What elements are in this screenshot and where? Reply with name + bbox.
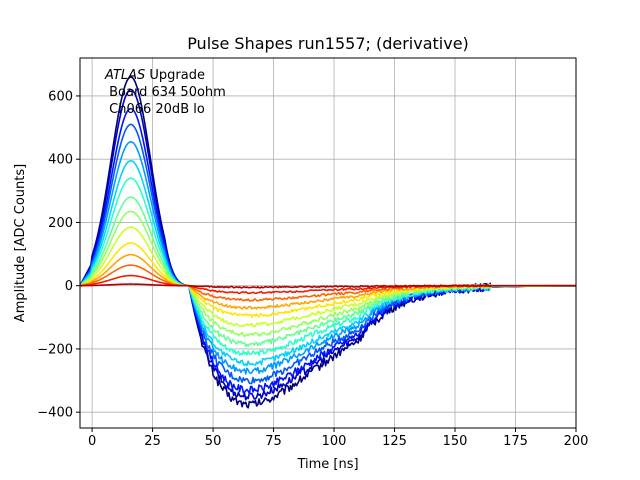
y-tick-label: 400 — [48, 153, 73, 168]
x-tick-label: 150 — [443, 434, 468, 449]
chart-title: Pulse Shapes run1557; (derivative) — [187, 34, 469, 53]
x-tick-label: 75 — [265, 434, 282, 449]
axis-ticks: 0 25 50 75 100 125 150 175 200 −400 −200 0 200 400 600 — [37, 89, 588, 449]
x-tick-label: 25 — [144, 434, 161, 449]
annotation-line1: ATLAS Upgrade — [104, 68, 205, 83]
annotation-board: Board 634 50ohm — [105, 85, 226, 100]
y-tick-label: −400 — [37, 406, 73, 421]
x-tick-label: 175 — [503, 434, 528, 449]
series-lines — [80, 76, 576, 409]
y-tick-label: 600 — [48, 89, 73, 104]
annotation-channel: Ch066 20dB lo — [105, 102, 205, 117]
x-tick-label: 125 — [382, 434, 407, 449]
annotation-atlas: ATLAS — [104, 68, 145, 83]
series-line-s15 — [80, 283, 576, 289]
x-tick-label: 0 — [88, 434, 96, 449]
x-tick-label: 100 — [322, 434, 347, 449]
y-tick-label: 200 — [48, 216, 73, 231]
y-tick-label: 0 — [65, 279, 73, 294]
y-tick-label: −200 — [37, 342, 73, 357]
plot-frame — [79, 57, 577, 429]
x-tick-label: 200 — [564, 434, 589, 449]
annotation-upgrade: Upgrade — [145, 68, 205, 83]
x-tick-label: 50 — [205, 434, 222, 449]
x-axis-label: Time [ns] — [296, 457, 358, 472]
y-axis-label: Amplitude [ADC Counts] — [13, 164, 28, 322]
